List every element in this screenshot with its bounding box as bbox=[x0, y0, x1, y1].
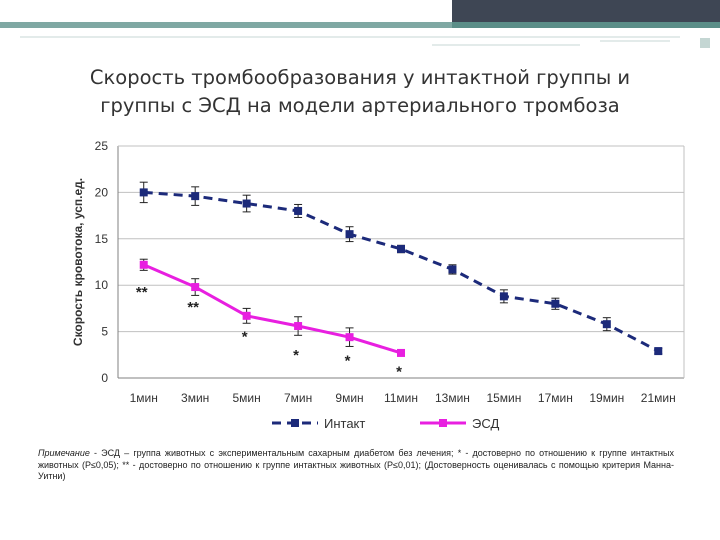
data-point-intact bbox=[397, 245, 405, 254]
header-thin-line bbox=[20, 36, 680, 38]
footnote-text: - ЭСД – группа животных с эксперименталь… bbox=[38, 448, 674, 481]
header-thin-line bbox=[432, 44, 580, 46]
data-point-esd bbox=[242, 311, 251, 320]
legend-label-intact: Интакт bbox=[324, 416, 365, 431]
data-point-intact bbox=[139, 188, 148, 197]
header-teal-band-accent bbox=[452, 22, 720, 28]
y-tick-label: 0 bbox=[101, 371, 108, 385]
data-point-intact bbox=[345, 230, 354, 239]
data-point-intact bbox=[654, 347, 663, 356]
significance-mark: * bbox=[345, 353, 351, 370]
blood-flow-line-chart: 0 5 10 15 20 25 1мин 3мин 5мин 7мин 9мин 11мин 13мин… bbox=[71, 139, 685, 431]
data-point-intact bbox=[242, 199, 251, 208]
significance-mark: ** bbox=[136, 284, 148, 301]
data-point-esd bbox=[397, 348, 405, 357]
x-tick-label: 15мин bbox=[486, 391, 521, 405]
y-tick-label: 25 bbox=[95, 139, 109, 153]
y-axis-label: Скорость кровотока, усп.ед. bbox=[71, 178, 85, 346]
header-dark-band bbox=[452, 0, 720, 22]
chart-footnote: Примечание - ЭСД – группа животных с экс… bbox=[38, 448, 674, 483]
y-tick-label: 5 bbox=[101, 325, 108, 339]
data-point-intact bbox=[294, 206, 303, 215]
significance-mark: * bbox=[293, 347, 299, 364]
series-line-esd bbox=[143, 263, 402, 355]
y-tick-label: 15 bbox=[95, 232, 109, 246]
x-tick-label: 7мин bbox=[284, 391, 312, 405]
x-tick-label: 3мин bbox=[181, 391, 209, 405]
x-tick-label: 21мин bbox=[641, 391, 676, 405]
slide-title: Скорость тромбообразования у интактной г… bbox=[40, 64, 680, 120]
data-point-intact bbox=[499, 292, 508, 301]
data-point-esd bbox=[139, 260, 148, 269]
x-tick-label: 11мин bbox=[384, 391, 418, 405]
data-point-intact bbox=[191, 192, 200, 201]
significance-mark: ** bbox=[187, 299, 199, 316]
series-line-intact bbox=[143, 190, 659, 353]
slide-title-line-2: группы с ЭСД на модели артериального тро… bbox=[100, 94, 620, 117]
x-tick-label: 19мин bbox=[589, 391, 624, 405]
x-tick-label: 9мин bbox=[335, 391, 363, 405]
footnote-lead: Примечание bbox=[38, 448, 90, 458]
legend-label-esd: ЭСД bbox=[472, 416, 499, 431]
data-point-intact bbox=[551, 299, 560, 308]
significance-mark: * bbox=[242, 328, 248, 345]
x-tick-label: 13мин bbox=[435, 391, 470, 405]
data-point-esd bbox=[345, 333, 354, 342]
legend-marker-intact bbox=[291, 419, 299, 427]
header-thin-line bbox=[600, 40, 670, 42]
data-point-intact bbox=[448, 265, 457, 274]
legend-marker-esd bbox=[439, 419, 447, 427]
y-tick-label: 10 bbox=[95, 278, 109, 292]
x-tick-label: 1мин bbox=[130, 391, 158, 405]
y-tick-label: 20 bbox=[95, 185, 109, 199]
header-teal-band bbox=[0, 22, 720, 28]
x-tick-label: 17мин bbox=[538, 391, 573, 405]
data-point-esd bbox=[294, 322, 303, 331]
data-point-esd bbox=[191, 283, 200, 292]
slide-header-decoration bbox=[0, 0, 720, 48]
significance-mark: * bbox=[396, 364, 402, 381]
data-point-intact bbox=[602, 320, 611, 329]
x-tick-label: 5мин bbox=[233, 391, 261, 405]
slide-title-line-1: Скорость тромбообразования у интактной г… bbox=[89, 66, 631, 89]
header-square-ornament bbox=[700, 38, 710, 48]
